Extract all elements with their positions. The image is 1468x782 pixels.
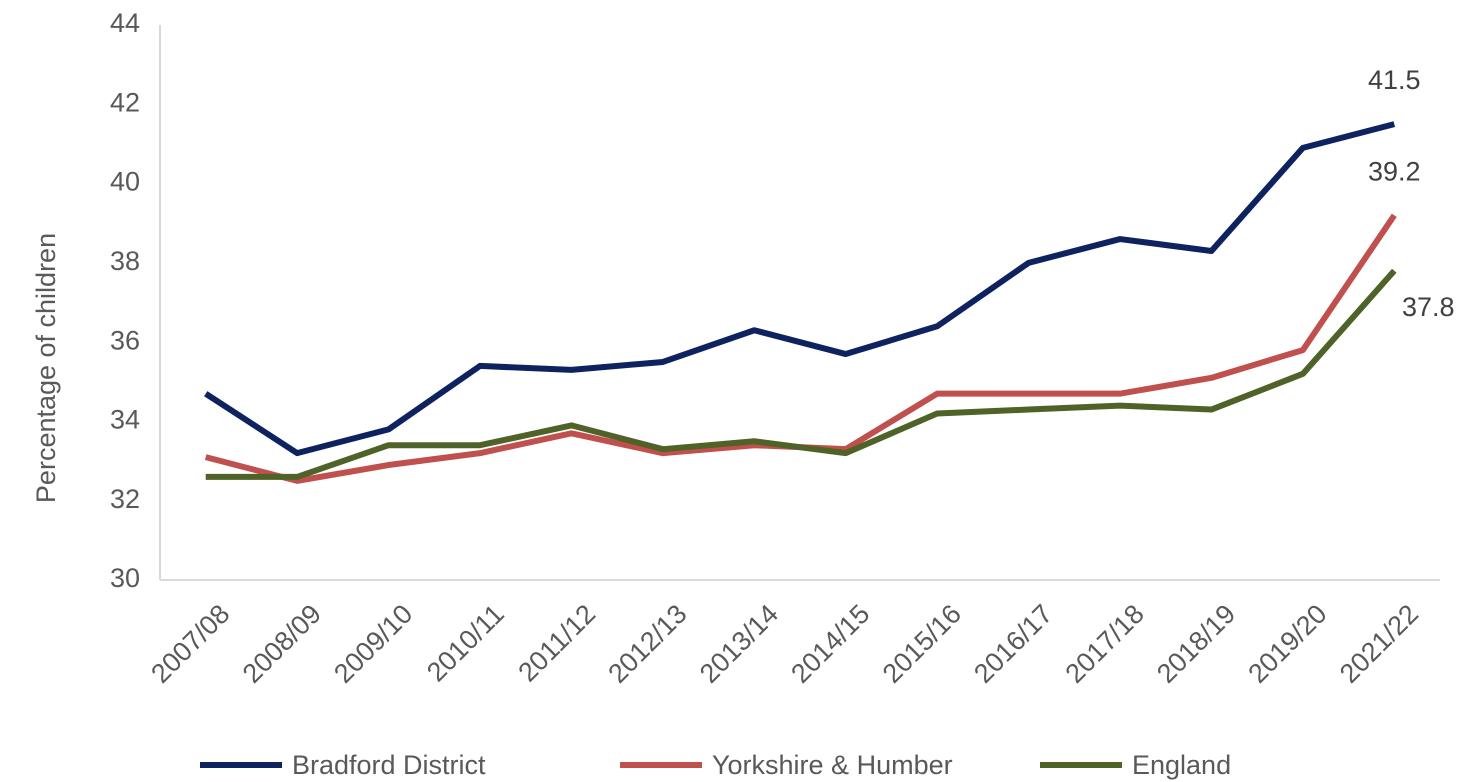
legend-label: England [1132, 750, 1231, 780]
data-label: 39.2 [1368, 156, 1421, 186]
y-tick-label: 42 [110, 87, 140, 117]
x-tick-label: 2015/16 [877, 599, 967, 689]
x-tick-label: 2021/22 [1334, 599, 1424, 689]
y-axis-title: Percentage of children [31, 233, 61, 503]
x-tick-label: 2018/19 [1151, 599, 1241, 689]
y-tick-label: 40 [110, 167, 140, 197]
y-tick-label: 32 [110, 484, 140, 514]
data-label: 37.8 [1402, 292, 1455, 322]
legend-label: Bradford District [292, 750, 486, 780]
x-tick-label: 2014/15 [785, 599, 875, 689]
series-line [204, 121, 1396, 457]
x-tick-label: 2012/13 [602, 599, 692, 689]
y-tick-label: 36 [110, 325, 140, 355]
y-tick-label: 38 [110, 246, 140, 276]
series-line [205, 268, 1397, 480]
x-tick-label: 2007/08 [145, 599, 235, 689]
y-tick-label: 44 [110, 8, 140, 38]
x-tick-label: 2011/12 [512, 599, 601, 688]
x-tick-label: 2019/20 [1242, 599, 1332, 689]
y-tick-label: 34 [110, 405, 140, 435]
x-tick-label: 2009/10 [328, 599, 418, 689]
series-line [204, 213, 1397, 484]
x-tick-label: 2008/09 [237, 599, 327, 689]
x-tick-label: 2016/17 [968, 599, 1058, 689]
legend-label: Yorkshire & Humber [712, 750, 953, 780]
data-label: 41.5 [1368, 65, 1421, 95]
x-tick-label: 2010/11 [421, 599, 510, 688]
x-tick-label: 2017/18 [1060, 599, 1150, 689]
y-tick-label: 30 [110, 563, 140, 593]
x-tick-label: 2013/14 [694, 599, 784, 689]
